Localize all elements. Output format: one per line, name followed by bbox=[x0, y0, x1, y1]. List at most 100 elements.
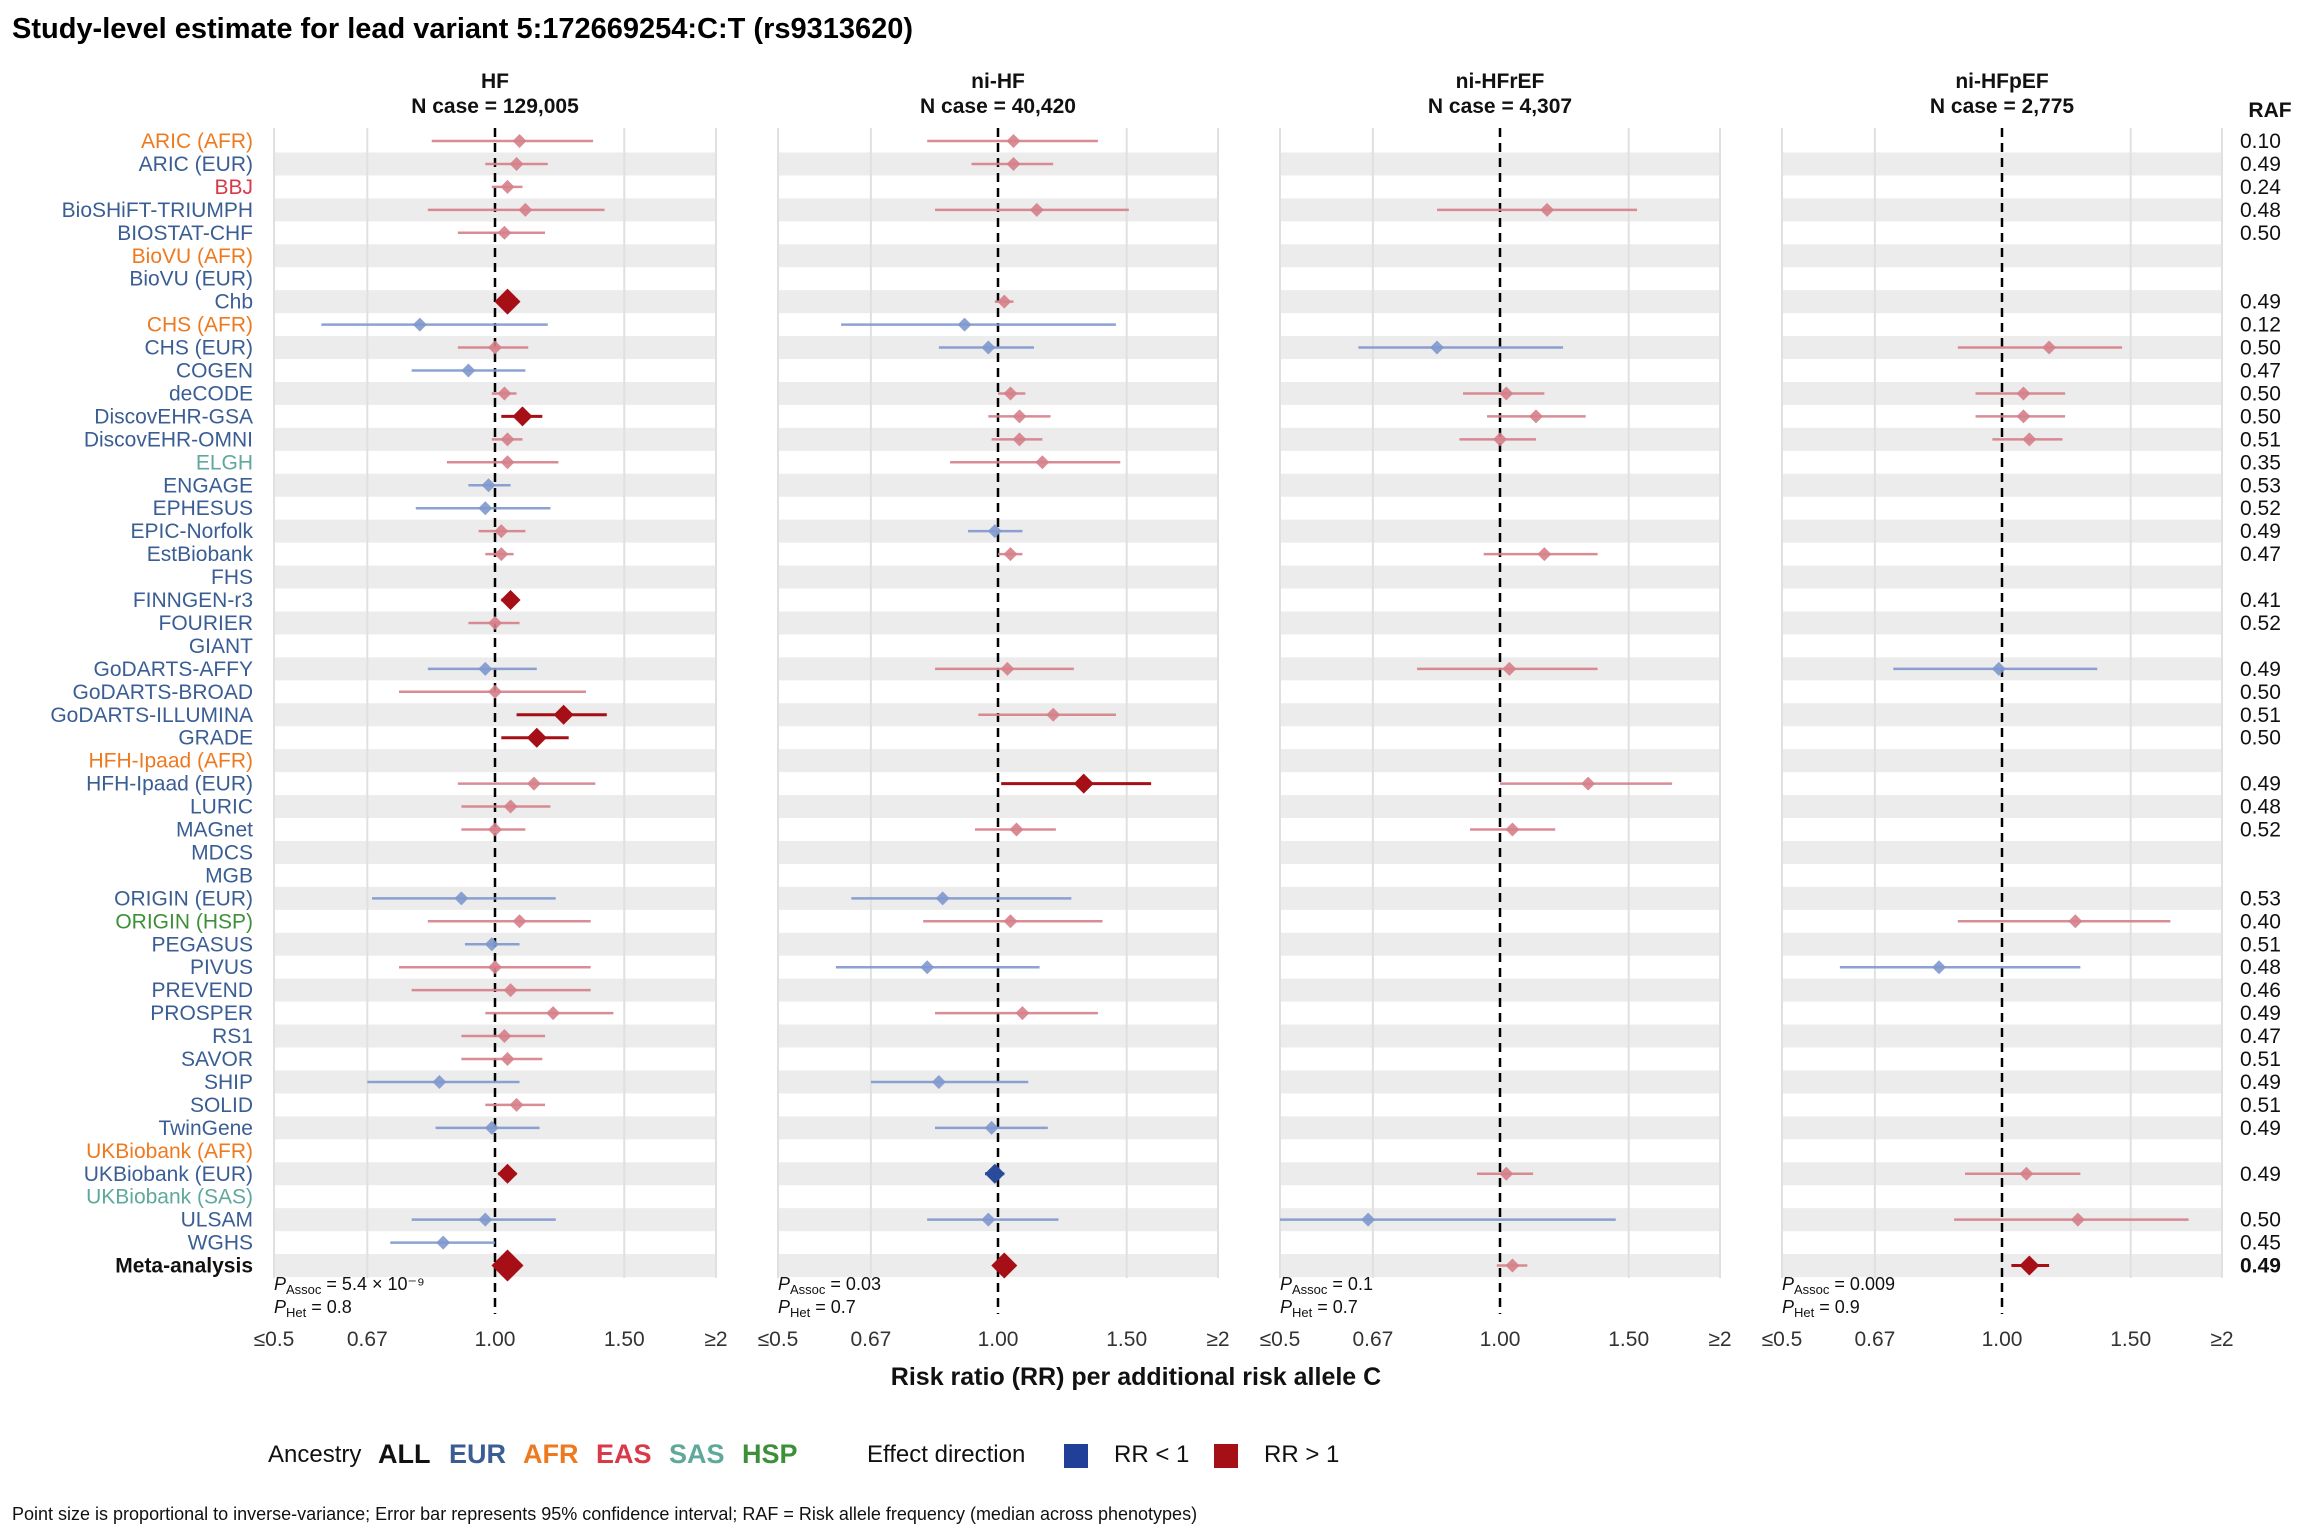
point-estimate bbox=[509, 156, 524, 171]
point-estimate bbox=[1502, 661, 1517, 676]
study-label: RS1 bbox=[212, 1025, 253, 1048]
study-label: BIOSTAT-CHF bbox=[117, 222, 253, 245]
point-estimate bbox=[931, 1074, 946, 1089]
point-estimate bbox=[494, 524, 509, 539]
row-band bbox=[1782, 473, 2222, 497]
study-label: CHS (AFR) bbox=[147, 314, 253, 337]
point-estimate bbox=[491, 1249, 524, 1282]
legend-ancestry-eur: EUR bbox=[449, 1439, 506, 1469]
row-band bbox=[1280, 519, 1720, 543]
point-estimate bbox=[2019, 1166, 2034, 1181]
study-label: ORIGIN (EUR) bbox=[114, 887, 253, 910]
study-label: EstBiobank bbox=[147, 543, 254, 566]
point-estimate bbox=[991, 1252, 1018, 1279]
raf-value: 0.53 bbox=[2240, 474, 2281, 497]
x-tick-label: 1.00 bbox=[475, 1328, 516, 1351]
study-label: SHIP bbox=[204, 1071, 253, 1094]
raf-value: 0.50 bbox=[2240, 405, 2281, 428]
point-estimate bbox=[981, 1212, 996, 1227]
study-label: ORIGIN (HSP) bbox=[115, 910, 253, 933]
point-estimate bbox=[488, 684, 502, 699]
raf-value: 0.47 bbox=[2240, 543, 2281, 566]
row-band bbox=[1280, 565, 1720, 589]
study-label: WGHS bbox=[188, 1232, 253, 1255]
chart-title: Study-level estimate for lead variant 5:… bbox=[12, 13, 913, 45]
point-estimate bbox=[454, 891, 469, 906]
legend-rr-above-1: RR > 1 bbox=[1264, 1441, 1339, 1468]
point-estimate bbox=[518, 202, 533, 217]
point-estimate bbox=[488, 340, 502, 355]
point-estimate bbox=[512, 134, 527, 148]
raf-value: 0.45 bbox=[2240, 1232, 2281, 1255]
raf-value: 0.52 bbox=[2240, 497, 2281, 520]
raf-value: 0.35 bbox=[2240, 451, 2281, 474]
panel-title: ni-HF bbox=[971, 70, 1025, 93]
point-estimate bbox=[984, 1163, 1005, 1184]
raf-value: 0.46 bbox=[2240, 979, 2281, 1002]
panel-title: HF bbox=[481, 70, 509, 93]
study-label: PEGASUS bbox=[151, 933, 253, 956]
raf-value: 0.47 bbox=[2240, 360, 2281, 383]
x-tick-label: ≥2 bbox=[1708, 1328, 1731, 1351]
point-estimate bbox=[484, 937, 499, 952]
raf-value: 0.50 bbox=[2240, 1209, 2281, 1232]
point-estimate bbox=[1499, 386, 1514, 401]
point-estimate bbox=[1000, 661, 1015, 676]
x-tick-label: ≥2 bbox=[2210, 1328, 2233, 1351]
point-estimate bbox=[488, 615, 502, 630]
raf-value: 0.51 bbox=[2240, 428, 2281, 451]
study-label: CHS (EUR) bbox=[145, 337, 254, 360]
study-label: UKBiobank (AFR) bbox=[86, 1140, 253, 1163]
point-estimate bbox=[1493, 432, 1507, 447]
p-het-label: PHet = 0.7 bbox=[778, 1297, 856, 1320]
raf-value: 0.49 bbox=[2240, 658, 2281, 681]
row-band bbox=[1782, 611, 2222, 635]
row-band bbox=[1280, 1116, 1720, 1140]
panel-ncase: N case = 40,420 bbox=[920, 95, 1076, 118]
point-estimate bbox=[1009, 822, 1024, 837]
point-estimate bbox=[412, 317, 427, 332]
x-tick-label: 0.67 bbox=[1854, 1328, 1895, 1351]
row-band bbox=[1280, 611, 1720, 635]
panel-title: ni-HFpEF bbox=[1955, 70, 2048, 93]
x-tick-label: 1.00 bbox=[1480, 1328, 1521, 1351]
raf-value: 0.51 bbox=[2240, 704, 2281, 727]
point-estimate bbox=[1505, 1258, 1520, 1273]
raf-value: 0.41 bbox=[2240, 589, 2281, 612]
panel-ncase: N case = 4,307 bbox=[1428, 95, 1572, 118]
x-tick-label: 1.00 bbox=[1982, 1328, 2023, 1351]
raf-value: 0.40 bbox=[2240, 910, 2281, 933]
raf-value: 0.10 bbox=[2240, 130, 2281, 153]
point-estimate bbox=[1012, 409, 1027, 424]
point-estimate bbox=[2070, 1212, 2085, 1227]
p-het-label: PHet = 0.7 bbox=[1280, 1297, 1358, 1320]
point-estimate bbox=[1003, 386, 1018, 401]
x-tick-label: 1.50 bbox=[2110, 1328, 2151, 1351]
raf-value: 0.48 bbox=[2240, 956, 2281, 979]
point-estimate bbox=[526, 776, 541, 791]
point-estimate bbox=[1991, 661, 2006, 676]
study-label: MAGnet bbox=[176, 819, 253, 842]
point-estimate bbox=[1015, 1006, 1030, 1021]
point-estimate bbox=[1932, 960, 1947, 975]
point-estimate bbox=[497, 1029, 512, 1044]
raf-value: 0.51 bbox=[2240, 1048, 2281, 1071]
point-estimate bbox=[512, 914, 527, 929]
p-het-label: PHet = 0.9 bbox=[1782, 1297, 1860, 1320]
raf-value: 0.12 bbox=[2240, 314, 2281, 337]
x-tick-label: 1.50 bbox=[1608, 1328, 1649, 1351]
point-estimate bbox=[935, 891, 950, 906]
point-estimate bbox=[488, 960, 502, 975]
point-estimate bbox=[500, 432, 515, 447]
study-label: GoDARTS-ILLUMINA bbox=[50, 704, 253, 727]
study-label: GoDARTS-BROAD bbox=[73, 681, 253, 704]
raf-value: 0.52 bbox=[2240, 612, 2281, 635]
point-estimate bbox=[494, 547, 509, 562]
study-label: DiscovEHR-GSA bbox=[94, 405, 253, 428]
x-tick-label: 1.50 bbox=[604, 1328, 645, 1351]
point-estimate bbox=[503, 983, 518, 998]
legend-ancestry-afr: AFR bbox=[523, 1439, 579, 1469]
study-label: ARIC (AFR) bbox=[141, 130, 253, 153]
study-label: LURIC bbox=[190, 796, 253, 819]
